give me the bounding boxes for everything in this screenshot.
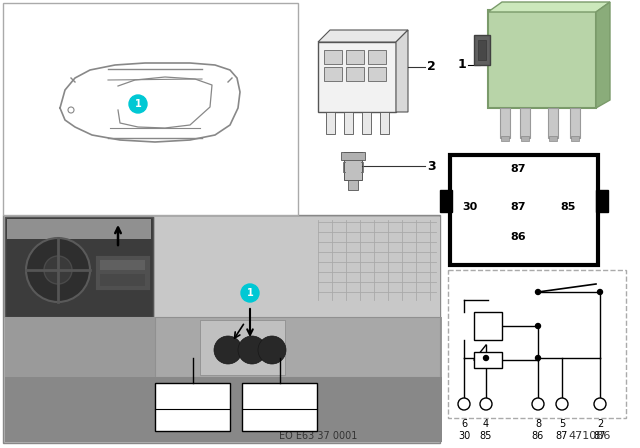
Bar (5, 217, 153, 317)
Text: 87: 87 (510, 202, 525, 212)
Polygon shape (396, 30, 408, 112)
Bar (520, 108, 530, 138)
Bar (324, 50, 342, 64)
Circle shape (594, 398, 606, 410)
Bar (3, 3, 298, 215)
Bar (548, 108, 558, 138)
Circle shape (536, 323, 541, 328)
Bar (500, 108, 510, 138)
Bar (326, 112, 335, 134)
Polygon shape (596, 2, 610, 108)
Text: 1: 1 (134, 99, 141, 109)
Bar (5, 377, 442, 442)
Bar (474, 312, 502, 340)
Text: K9: K9 (270, 391, 289, 404)
Bar (362, 112, 371, 134)
Bar (95, 255, 150, 290)
Text: 1: 1 (246, 288, 253, 298)
Text: 1: 1 (458, 59, 467, 72)
Text: X1110: X1110 (257, 414, 302, 427)
Circle shape (536, 289, 541, 294)
Bar (368, 50, 386, 64)
Bar (488, 10, 596, 108)
Text: 2: 2 (427, 60, 435, 73)
Bar (242, 383, 317, 431)
Bar (3, 215, 440, 443)
Bar (155, 383, 230, 431)
Bar (448, 270, 626, 418)
Text: 87: 87 (510, 164, 525, 174)
Bar (474, 35, 490, 65)
Bar (501, 136, 509, 141)
Circle shape (458, 398, 470, 410)
Bar (348, 180, 358, 190)
Text: 86: 86 (532, 431, 544, 441)
Bar (549, 136, 557, 141)
Text: EO E63 37 0001: EO E63 37 0001 (279, 431, 357, 441)
Circle shape (598, 289, 602, 294)
Circle shape (26, 238, 90, 302)
Text: 4: 4 (483, 419, 489, 429)
Text: 87: 87 (556, 431, 568, 441)
Circle shape (483, 356, 488, 361)
Bar (346, 67, 364, 81)
Bar (318, 42, 396, 112)
Circle shape (68, 107, 74, 113)
Bar (368, 67, 386, 81)
Bar (324, 67, 342, 81)
Polygon shape (488, 2, 610, 12)
Circle shape (238, 336, 266, 364)
Bar (596, 190, 608, 212)
Bar (155, 317, 440, 377)
Bar (155, 217, 440, 317)
Bar (570, 108, 580, 138)
Bar (440, 190, 452, 212)
Circle shape (556, 398, 568, 410)
Text: 471086: 471086 (569, 431, 611, 441)
Circle shape (241, 284, 259, 302)
Bar (5, 317, 442, 442)
Bar (200, 320, 285, 375)
Text: 6: 6 (461, 419, 467, 429)
Text: 86: 86 (510, 232, 526, 242)
Bar (450, 155, 598, 265)
Text: 8: 8 (535, 419, 541, 429)
Circle shape (536, 356, 541, 361)
Circle shape (532, 398, 544, 410)
Bar (571, 136, 579, 141)
Text: 85: 85 (480, 431, 492, 441)
Circle shape (129, 95, 147, 113)
Circle shape (258, 336, 286, 364)
Bar (474, 352, 502, 368)
Bar (521, 136, 529, 141)
Polygon shape (318, 30, 408, 42)
Bar (100, 260, 145, 270)
Text: 3: 3 (427, 159, 435, 172)
Bar (346, 50, 364, 64)
Bar (344, 112, 353, 134)
Text: 87: 87 (594, 431, 606, 441)
Circle shape (44, 256, 72, 284)
Text: 5: 5 (559, 419, 565, 429)
Bar (100, 274, 145, 286)
Bar (478, 40, 486, 60)
Text: 85: 85 (560, 202, 576, 212)
Text: 2: 2 (597, 419, 603, 429)
Bar (380, 112, 389, 134)
Bar (341, 152, 365, 160)
Bar (344, 152, 362, 180)
Circle shape (214, 336, 242, 364)
Text: 30: 30 (458, 431, 470, 441)
Circle shape (480, 398, 492, 410)
Text: 30: 30 (462, 202, 477, 212)
Bar (7, 219, 151, 239)
Text: X63: X63 (179, 414, 206, 427)
Text: K93: K93 (179, 391, 206, 404)
